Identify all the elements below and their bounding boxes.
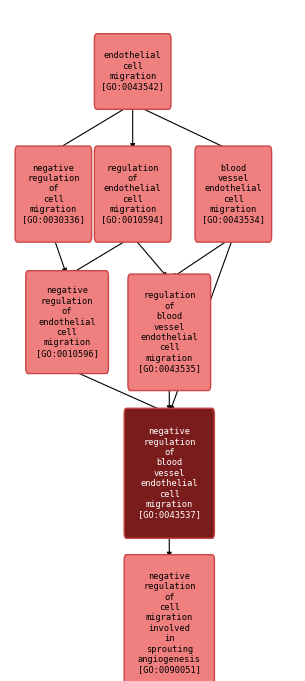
- Text: negative
regulation
of
cell
migration
involved
in
sprouting
angiogenesis
[GO:009: negative regulation of cell migration in…: [138, 572, 201, 674]
- Text: endothelial
cell
migration
[GO:0043542]: endothelial cell migration [GO:0043542]: [101, 51, 164, 92]
- FancyBboxPatch shape: [195, 146, 271, 242]
- Text: regulation
of
blood
vessel
endothelial
cell
migration
[GO:0043535]: regulation of blood vessel endothelial c…: [138, 291, 201, 373]
- FancyBboxPatch shape: [124, 409, 214, 538]
- Text: regulation
of
endothelial
cell
migration
[GO:0010594]: regulation of endothelial cell migration…: [101, 163, 164, 225]
- Text: negative
regulation
of
endothelial
cell
migration
[GO:0010596]: negative regulation of endothelial cell …: [36, 287, 99, 358]
- FancyBboxPatch shape: [15, 146, 92, 242]
- FancyBboxPatch shape: [95, 34, 171, 109]
- Text: blood
vessel
endothelial
cell
migration
[GO:0043534]: blood vessel endothelial cell migration …: [202, 163, 265, 225]
- Text: negative
regulation
of
cell
migration
[GO:0030336]: negative regulation of cell migration [G…: [22, 163, 85, 225]
- Text: negative
regulation
of
blood
vessel
endothelial
cell
migration
[GO:0043537]: negative regulation of blood vessel endo…: [138, 427, 201, 520]
- FancyBboxPatch shape: [124, 554, 214, 681]
- FancyBboxPatch shape: [26, 270, 109, 373]
- FancyBboxPatch shape: [95, 146, 171, 242]
- FancyBboxPatch shape: [128, 274, 211, 391]
